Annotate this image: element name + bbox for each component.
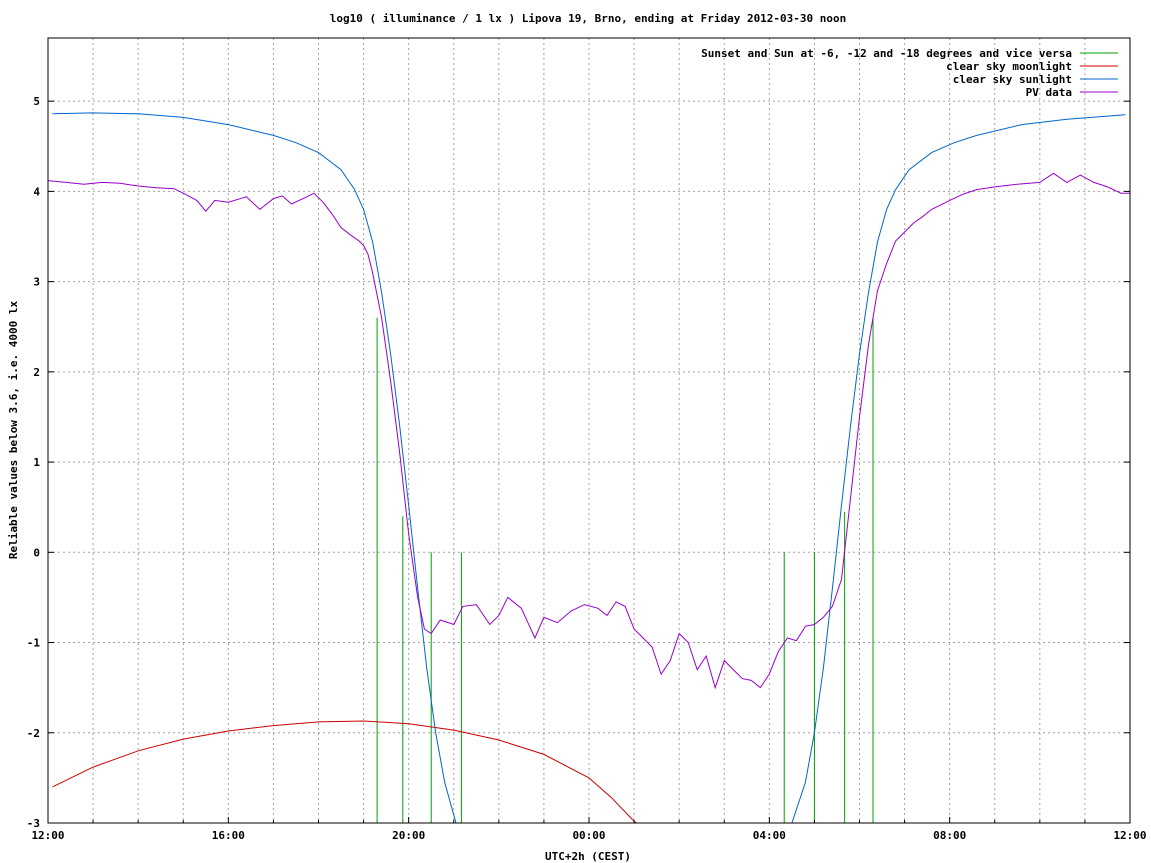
series-line-2 [52, 720, 637, 823]
y-tick-label: 5 [33, 95, 40, 108]
chart-title: log10 ( illuminance / 1 lx ) Lipova 19, … [330, 12, 847, 25]
y-tick-label: -2 [27, 727, 40, 740]
x-tick-label: 20:00 [392, 829, 425, 842]
y-tick-label: 0 [33, 546, 40, 559]
series-layer [48, 112, 1130, 823]
y-tick-label: 3 [33, 276, 40, 289]
y-tick-label: 4 [33, 185, 40, 198]
y-tick-label: -3 [27, 817, 40, 830]
x-tick-label: 12:00 [1113, 829, 1146, 842]
plot-frame [47, 37, 1131, 824]
legend-label: clear sky moonlight [946, 60, 1072, 73]
series-line-4 [48, 172, 1130, 690]
x-axis-label: UTC+2h (CEST) [545, 850, 631, 863]
x-tick-label: 16:00 [212, 829, 245, 842]
y-axis-label: Reliable values below 3.6, i.e. 4000 lx [7, 300, 20, 559]
legend-label: PV data [1026, 86, 1072, 99]
x-tick-label: 04:00 [753, 829, 786, 842]
legend: Sunset and Sun at -6, -12 and -18 degree… [701, 47, 1118, 99]
legend-label: Sunset and Sun at -6, -12 and -18 degree… [701, 47, 1072, 60]
y-tick-label: -1 [27, 637, 41, 650]
x-tick-label: 00:00 [572, 829, 605, 842]
series-line-3 [52, 112, 1126, 823]
x-tick-label: 08:00 [933, 829, 966, 842]
legend-label: clear sky sunlight [953, 73, 1072, 86]
gridlines [48, 38, 1130, 823]
y-tick-label: 2 [33, 366, 40, 379]
ticks: -3 -2 -1 0 1 2 3 4 5 12:00 16:00 20:00 00:00 04:00 08:… [27, 95, 1147, 842]
y-tick-label: 1 [33, 456, 40, 469]
x-tick-label: 12:00 [31, 829, 64, 842]
